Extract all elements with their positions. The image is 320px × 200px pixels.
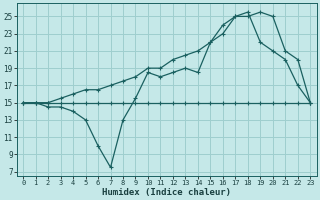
X-axis label: Humidex (Indice chaleur): Humidex (Indice chaleur) [102, 188, 231, 197]
